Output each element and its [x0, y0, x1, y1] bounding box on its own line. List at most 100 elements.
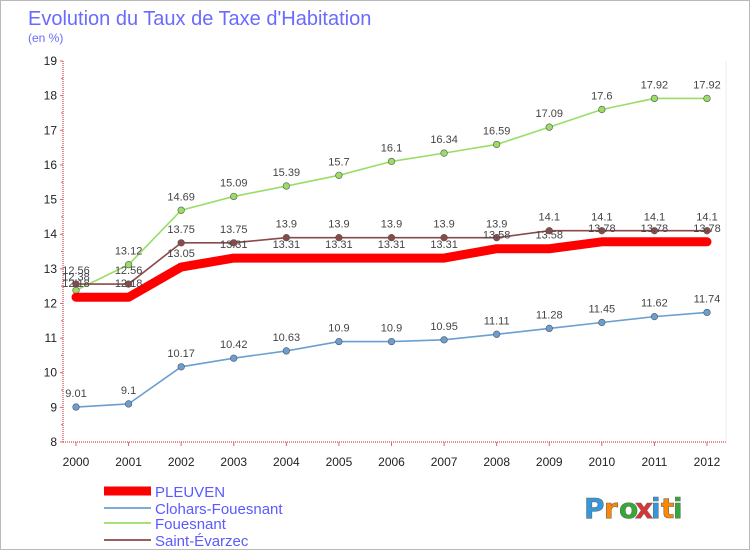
data-label: 11.28 — [536, 309, 563, 321]
data-point — [493, 234, 501, 242]
data-label: 10.9 — [328, 323, 349, 335]
data-label: 13.12 — [115, 246, 143, 258]
legend-label: Clohars-Fouesnant — [155, 501, 283, 518]
data-label: 13.9 — [486, 219, 507, 231]
y-tick-label: 13 — [44, 262, 58, 276]
data-label: 12.56 — [62, 265, 90, 277]
data-point — [72, 280, 80, 288]
data-point — [177, 239, 185, 247]
data-point — [387, 234, 396, 242]
data-point — [335, 337, 343, 346]
data-label: 10.63 — [273, 332, 301, 344]
data-point — [124, 280, 133, 288]
data-label: 13.9 — [381, 219, 402, 231]
data-point — [545, 324, 553, 332]
data-point — [440, 336, 448, 344]
data-point — [230, 239, 238, 247]
data-point — [703, 94, 711, 103]
logo-letter: t — [661, 492, 674, 525]
axes: 8 9 10 11 12 13 14 15 16 17 18 19 2000 2001 2002 2003 20… — [44, 54, 727, 469]
x-tick-label: 2003 — [220, 455, 247, 469]
data-point — [387, 157, 396, 166]
data-point — [282, 182, 290, 190]
data-point — [493, 140, 501, 149]
logo-letter: x — [635, 492, 653, 525]
data-point — [440, 149, 448, 157]
data-label: 15.39 — [273, 167, 301, 179]
data-point — [230, 354, 238, 362]
data-label: 14.1 — [644, 212, 665, 224]
logo-letter: o — [619, 492, 638, 525]
data-label: 13.05 — [167, 248, 195, 260]
data-label: 13.31 — [430, 239, 458, 251]
x-tick-label: 2002 — [168, 455, 195, 469]
data-point — [598, 227, 606, 235]
data-point — [335, 171, 343, 179]
x-tick-label: 2005 — [326, 455, 353, 469]
data-label: 12.18 — [115, 278, 143, 290]
data-label: 13.31 — [378, 239, 406, 251]
y-tick-label: 12 — [44, 296, 58, 310]
data-label: 13.58 — [483, 230, 511, 242]
series-clohars-fouesnant — [72, 308, 711, 411]
data-label: 17.6 — [591, 90, 612, 102]
data-point — [650, 94, 659, 103]
data-point — [545, 227, 553, 235]
data-label: 10.17 — [167, 348, 195, 360]
legend-label: Saint-Évarzec — [155, 533, 249, 549]
y-tick-label: 9 — [50, 400, 57, 414]
data-label: 10.42 — [220, 339, 248, 351]
x-tick-label: 2001 — [115, 455, 142, 469]
data-point — [282, 347, 290, 355]
y-tick-label: 16 — [44, 158, 58, 172]
y-tick-label: 10 — [44, 366, 58, 380]
series-layer — [71, 94, 712, 411]
data-label: 12.56 — [115, 265, 143, 277]
data-point — [124, 261, 133, 269]
y-tick-label: 19 — [44, 54, 58, 68]
data-label: 11.11 — [484, 315, 510, 327]
data-label: 11.45 — [588, 304, 615, 316]
data-point — [335, 234, 343, 242]
data-label: 13.9 — [276, 219, 297, 231]
data-point — [545, 123, 553, 131]
data-label: 13.31 — [220, 239, 248, 251]
data-label: 14.1 — [539, 212, 560, 224]
logo-letter: P — [584, 492, 605, 525]
data-point — [72, 403, 80, 411]
data-label: 9.01 — [65, 388, 86, 400]
data-label: 16.1 — [381, 142, 402, 154]
legend: PLEUVENClohars-FouesnantFouesnantSaint-É… — [104, 484, 283, 549]
data-label: 16.59 — [483, 125, 511, 137]
chart-subtitle: (en %) — [28, 31, 63, 45]
data-label: 13.75 — [167, 224, 195, 236]
data-label: 12.38 — [62, 271, 90, 283]
data-point — [650, 227, 659, 235]
data-label: 17.09 — [535, 108, 563, 120]
data-label: 13.75 — [220, 224, 248, 236]
data-labels: 9.01 9.1 10.17 10.42 10.63 10.9 10.9 10.95 11.11… — [62, 79, 721, 400]
legend-item: Saint-Évarzec — [104, 533, 249, 549]
data-label: 11.74 — [694, 293, 721, 305]
x-tick-label: 2011 — [642, 455, 668, 469]
y-tick-label: 17 — [44, 123, 58, 137]
data-point — [650, 313, 659, 321]
data-label: 13.78 — [693, 223, 721, 235]
data-point — [387, 337, 396, 346]
data-point — [440, 234, 448, 242]
x-tick-label: 2006 — [378, 455, 405, 469]
data-label: 13.78 — [588, 223, 616, 235]
data-label: 13.78 — [641, 223, 669, 235]
data-label: 9.1 — [121, 385, 136, 397]
legend-label: PLEUVEN — [155, 484, 225, 501]
series-saint-varzec — [72, 227, 711, 288]
data-point — [493, 330, 501, 338]
chart-title: Evolution du Taux de Taxe d'Habitation — [28, 8, 371, 30]
data-label: 13.9 — [433, 219, 454, 231]
logo-letter: r — [604, 492, 618, 525]
data-label: 17.92 — [641, 79, 669, 91]
data-label: 14.69 — [167, 191, 195, 203]
data-label: 14.1 — [696, 212, 717, 224]
